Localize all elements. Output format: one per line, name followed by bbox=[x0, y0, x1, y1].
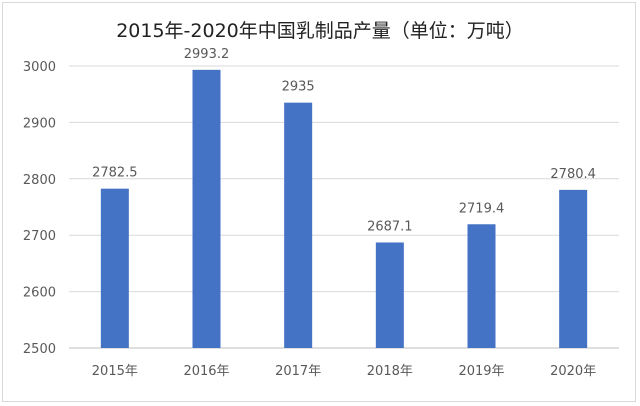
y-tick-label: 2900 bbox=[23, 116, 56, 131]
x-tick-label: 2020年 bbox=[550, 364, 596, 379]
data-label: 2993.2 bbox=[184, 47, 230, 62]
data-label: 2719.4 bbox=[459, 201, 505, 216]
y-tick-label: 2500 bbox=[23, 342, 56, 357]
bar bbox=[559, 189, 588, 348]
data-label: 2935 bbox=[282, 80, 315, 95]
bar bbox=[467, 224, 496, 348]
y-tick-label: 2700 bbox=[23, 229, 56, 244]
data-label: 2780.4 bbox=[550, 167, 596, 182]
bar bbox=[284, 102, 313, 348]
x-tick-label: 2015年 bbox=[92, 364, 138, 379]
data-label: 2687.1 bbox=[367, 219, 413, 234]
x-tick-label: 2017年 bbox=[275, 364, 321, 379]
bar bbox=[375, 242, 404, 348]
bar bbox=[192, 69, 221, 348]
y-tick-label: 2800 bbox=[23, 173, 56, 188]
bar bbox=[100, 188, 129, 348]
x-tick-label: 2019年 bbox=[458, 364, 504, 379]
x-tick-label: 2016年 bbox=[183, 364, 229, 379]
x-tick-label: 2018年 bbox=[367, 364, 413, 379]
data-label: 2782.5 bbox=[92, 166, 138, 181]
y-tick-label: 2600 bbox=[23, 286, 56, 301]
y-tick-label: 3000 bbox=[23, 60, 56, 75]
chart-title: 2015年-2020年中国乳制品产量（单位：万吨） bbox=[116, 20, 524, 42]
chart-frame bbox=[2, 2, 636, 402]
